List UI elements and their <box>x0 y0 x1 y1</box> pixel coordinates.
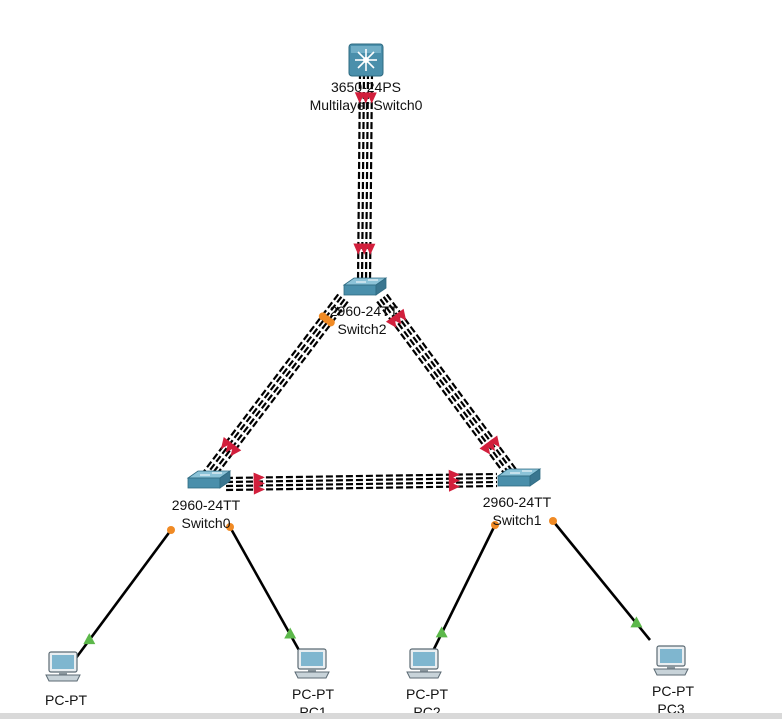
device-model-label: PC-PT <box>652 683 694 699</box>
link-to-status-up <box>435 626 448 638</box>
link-from-status-down <box>385 315 397 328</box>
channel-member-cable <box>205 296 343 476</box>
link-to-status-up <box>83 633 96 645</box>
link-from-status-blocking <box>549 517 557 525</box>
switch-side-face <box>529 468 541 487</box>
device-model-label: PC-PT <box>45 692 87 708</box>
link-from-status-blocking <box>226 523 234 531</box>
link-to-status-down <box>489 435 500 448</box>
channel-member-cable <box>208 298 346 478</box>
device-model-label: PC-PT <box>292 686 334 702</box>
link-to-status-down <box>448 481 461 492</box>
cable <box>551 520 652 641</box>
link-sw1-pc3[interactable] <box>551 520 652 641</box>
channel-member-cable <box>379 298 512 476</box>
link-from-status-down <box>354 92 365 104</box>
switch-icon <box>187 477 221 489</box>
device-sw2[interactable]: 2960-24TT Switch2 <box>330 277 399 337</box>
link-to-status-down <box>353 243 364 255</box>
links-layer <box>74 71 652 659</box>
device-ml0[interactable]: 3650-24PS Multilayer Switch0 <box>310 43 423 113</box>
pc-stand <box>59 672 67 675</box>
link-to-status-down <box>220 437 232 449</box>
link-status-markers <box>83 92 643 645</box>
channel-member-cable <box>382 296 515 474</box>
switch-side-face <box>219 470 231 489</box>
pc-keyboard <box>45 674 81 682</box>
pc-screen <box>52 655 74 669</box>
device-sw0[interactable]: 2960-24TT Switch0 <box>172 470 241 531</box>
pc-keyboard <box>406 671 442 679</box>
switch-arrows-glyph <box>356 279 378 283</box>
device-model-label: 2960-24TT <box>483 494 552 510</box>
multilayer-center-dot <box>363 57 369 63</box>
link-from-status-blocking <box>318 312 327 321</box>
link-from-status-down <box>395 308 407 321</box>
device-model-label: 2960-24TT <box>172 497 241 513</box>
pc-screen <box>660 649 682 663</box>
switch-side-face <box>375 277 387 296</box>
workspace-bottom-edge <box>0 713 782 719</box>
pc-stand <box>420 669 428 672</box>
pc-keyboard <box>653 668 689 676</box>
switch-arrows-glyph <box>510 470 532 474</box>
pc-keyboard <box>294 671 330 679</box>
device-model-label: PC-PT <box>406 686 448 702</box>
device-name-label: Switch2 <box>337 321 386 337</box>
link-to-status-up <box>630 616 643 628</box>
device-model-label: 3650-24PS <box>331 79 401 95</box>
link-from-status-down <box>253 484 266 495</box>
device-model-label: 2960-24TT <box>330 303 399 319</box>
link-from-status-down <box>390 312 402 325</box>
pc-screen <box>301 652 323 666</box>
switch-icon <box>497 475 531 487</box>
device-name-label: Multilayer Switch0 <box>310 97 423 113</box>
link-to-status-up <box>284 627 297 639</box>
pc-screen <box>413 652 435 666</box>
pc-stand <box>308 669 316 672</box>
link-to-status-down <box>484 439 496 451</box>
devices-layer: 3650-24PS Multilayer Switch0 2960-24TT Swit… <box>45 43 694 719</box>
cable <box>74 529 173 659</box>
device-pc0[interactable]: PC-PT <box>45 651 87 708</box>
link-from-status-blocking <box>167 526 175 534</box>
device-sw1[interactable]: 2960-24TT Switch1 <box>483 468 552 528</box>
link-to-status-down <box>479 442 491 455</box>
link-sw0-pc0[interactable] <box>74 529 173 659</box>
switch-arrows-glyph <box>200 472 222 476</box>
device-name-label: Switch1 <box>492 512 541 528</box>
pc-stand <box>667 666 675 669</box>
link-from-status-blocking <box>491 521 499 529</box>
device-name-label: Switch0 <box>181 515 230 531</box>
switch-icon <box>343 284 377 296</box>
